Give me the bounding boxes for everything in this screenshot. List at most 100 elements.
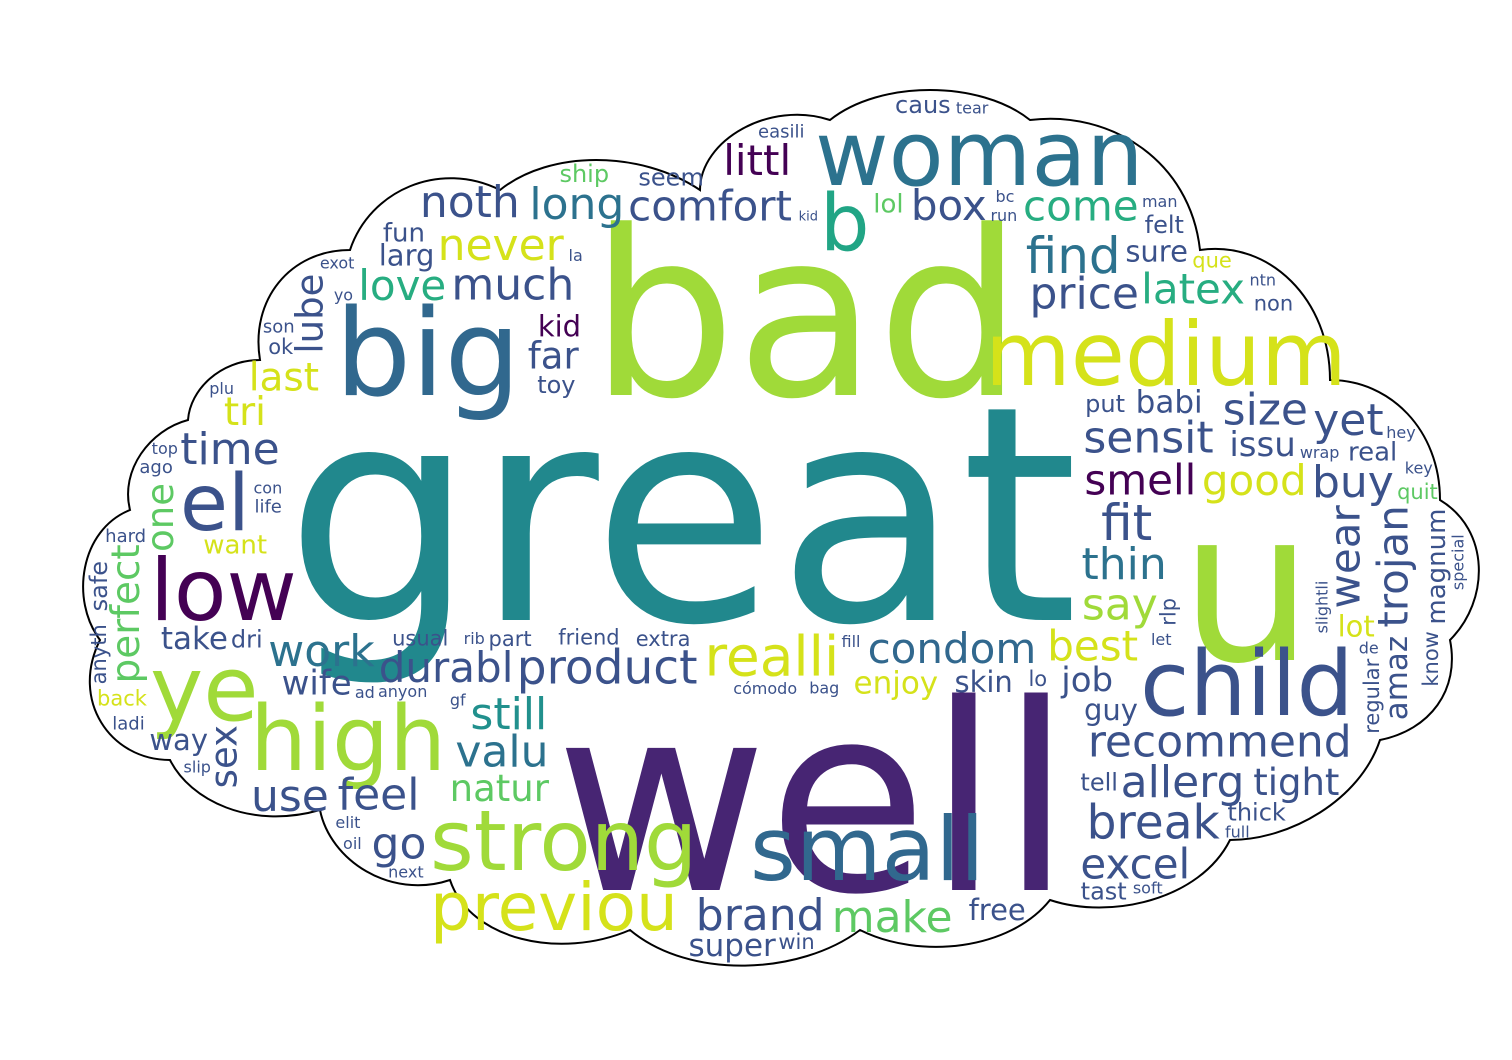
cloud-word: guy [1084, 693, 1138, 727]
cloud-outline [82, 89, 1480, 967]
cloud-word: non [1254, 291, 1293, 315]
cloud-word: come [1023, 181, 1139, 230]
cloud-word: condom [868, 624, 1037, 673]
cloud-word: way [149, 723, 208, 757]
cloud-word: bc [995, 187, 1014, 206]
cloud-word: fun [383, 218, 425, 248]
cloud-word: job [1060, 660, 1113, 700]
cloud-word: make [832, 892, 953, 943]
cloud-word: win [778, 930, 814, 954]
cloud-word: durabl [379, 643, 514, 692]
cloud-word: next [388, 862, 423, 881]
cloud-word: break [1087, 796, 1221, 851]
cloud-word: lol [873, 190, 903, 220]
cloud-word: de [1359, 639, 1379, 658]
cloud-word: recommend [1088, 717, 1352, 768]
cloud-word: perfect [104, 544, 149, 683]
cloud-word: price [1029, 269, 1139, 320]
cloud-word: babi [1136, 385, 1203, 421]
cloud-word: plu [209, 379, 234, 398]
cloud-word: run [990, 206, 1017, 225]
cloud-word: good [1202, 456, 1307, 505]
cloud-word: larg [379, 239, 435, 273]
cloud-word: last [249, 355, 319, 400]
cloud-word: usual [392, 626, 448, 650]
cloud-word: let [1151, 630, 1172, 649]
cloud-word: part [489, 627, 532, 651]
cloud-word: strong [430, 792, 697, 890]
cloud-word: buy [1312, 457, 1394, 508]
cloud-word: medium [985, 303, 1347, 406]
cloud-word: ok [268, 335, 294, 359]
cloud-word: con [254, 478, 283, 497]
cloud-word: yet [1313, 395, 1383, 446]
cloud-word: feel [338, 770, 420, 821]
cloud-word: enjoy [854, 666, 939, 702]
cloud-word: love [358, 261, 446, 310]
cloud-word: soft [1133, 878, 1163, 897]
cloud-word: find [1026, 227, 1121, 285]
cloud-word: product [517, 641, 698, 696]
cloud-word: ye [150, 637, 259, 742]
cloud-word: issu [1229, 425, 1295, 465]
cloud-word: extra [636, 627, 691, 651]
cloud-word: rib [464, 629, 485, 648]
cloud-word: latex [1141, 265, 1245, 314]
cloud-word: exot [320, 253, 355, 272]
cloud-word: special [1449, 534, 1468, 590]
cloud-word: natur [450, 767, 550, 810]
cloud-word: big [335, 285, 521, 424]
cloud-word: much [451, 259, 574, 310]
cloud-word: excel [1080, 839, 1190, 888]
cloud-word: key [1405, 458, 1433, 477]
cloud-word: go [372, 818, 427, 869]
cloud-word: say [1082, 579, 1158, 630]
cloud-word: want [203, 530, 267, 560]
cloud-word: allerg [1121, 757, 1245, 808]
cloud-word: dri [231, 626, 263, 654]
cloud-word: felt [1145, 211, 1184, 239]
cloud-word: wear [1321, 505, 1370, 609]
cloud-word: sure [1125, 235, 1188, 269]
cloud-word: regular [1360, 658, 1384, 733]
cloud-word: top [152, 439, 178, 458]
cloud-word: child [1140, 632, 1354, 737]
cloud-word: gf [450, 690, 466, 709]
cloud-word: super [688, 928, 776, 964]
cloud-word: hey [1386, 423, 1415, 442]
cloud-word: lube [289, 274, 332, 354]
cloud-word: small [750, 798, 984, 901]
cloud-word: valu [455, 726, 548, 777]
cloud-word: ladi [112, 713, 144, 734]
cloud-word: sex [202, 725, 245, 788]
cloud-word: high [250, 687, 446, 792]
cloud-word: wrap [1300, 443, 1340, 462]
cloud-word: bag [809, 679, 839, 698]
cloud-word: cómodo [733, 679, 797, 698]
cloud-word: best [1047, 622, 1138, 671]
cloud-word: fill [841, 632, 860, 651]
cloud-word: easili [758, 121, 805, 142]
cloud-word: tast [1081, 877, 1127, 905]
cloud-word: lot [1338, 609, 1375, 643]
cloud-word: slip [184, 758, 211, 777]
cloud-word: caus [895, 91, 951, 119]
cloud-word: box [911, 181, 987, 230]
cloud-word: hard [105, 526, 146, 547]
words-layer: greatwellbadubigwomanmediumhighsmallstro… [85, 91, 1468, 964]
cloud-word: anyth [87, 624, 111, 684]
cloud-word: trojan [1369, 505, 1418, 628]
cloud-word: tear [956, 99, 989, 118]
cloud-word: oil [343, 834, 362, 853]
cloud-word: size [1223, 384, 1308, 435]
cloud-word: put [1085, 390, 1125, 418]
cloud-word: take [161, 621, 228, 657]
cloud-word: still [470, 689, 547, 740]
cloud-word: time [180, 424, 279, 475]
cloud-word: b [820, 179, 870, 269]
cloud-word: comfort [628, 181, 792, 230]
cloud-word: woman [815, 102, 1144, 207]
cloud-word: son [263, 316, 295, 337]
